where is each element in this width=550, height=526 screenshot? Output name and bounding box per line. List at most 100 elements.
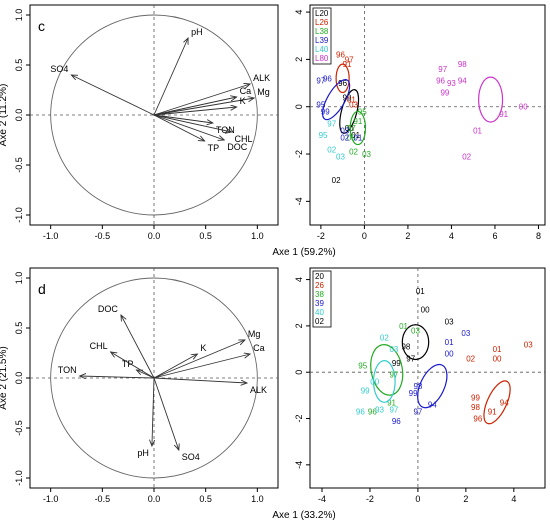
panel-c-circle-xtick-label: -0.5 bbox=[95, 231, 111, 241]
panel-d-circle-vector-label-ton: TON bbox=[58, 365, 77, 375]
panel-c-scores-point-l38: 91 bbox=[353, 117, 362, 126]
panel-d-scores-point-20: 97 bbox=[406, 354, 415, 363]
panel-c-circle-panel-letter: c bbox=[38, 18, 45, 34]
panel-d-scores-legend-entry-39: 39 bbox=[315, 299, 324, 308]
panel-d-circle-vector-ph bbox=[152, 377, 154, 446]
panel-c-circle-vector-label-k: K bbox=[240, 96, 246, 106]
panel-c-circle-vector-label-alk: ALK bbox=[253, 73, 270, 83]
panel-d-circle-ytick-label: -1.0 bbox=[14, 470, 24, 486]
panel-c-scores-legend-entry-l39: L39 bbox=[315, 36, 329, 45]
panel-d-scores-point-26: 91 bbox=[488, 408, 497, 417]
panel-c-circle-vector-label-tp: TP bbox=[208, 143, 220, 153]
panel-c-circle-vector-so4 bbox=[71, 75, 155, 116]
panel-d-circle-vector-ton bbox=[80, 376, 155, 378]
panel-c-scores-point-l80: 01 bbox=[473, 126, 482, 135]
panel-c-scores-point-l38: 95 bbox=[358, 107, 367, 116]
panel-d-circle-xtick-label: 0.0 bbox=[148, 494, 161, 504]
panel-c-circle-xtick-label: -1.0 bbox=[43, 231, 59, 241]
panel-d-circle-vector-k bbox=[153, 354, 197, 379]
panel-d-circle-vector-label-doc: DOC bbox=[98, 304, 119, 314]
panel-d-circle-ytick-label: -0.5 bbox=[14, 420, 24, 436]
panel-c-scores-point-l80: 02 bbox=[462, 152, 471, 161]
panel-c-circle-xtick-label: 1.0 bbox=[251, 231, 264, 241]
panel-c-scores-ytick-label: -4 bbox=[294, 197, 304, 205]
panel-d-circle-vector-label-ph: pH bbox=[137, 448, 149, 458]
panel-d-scores-legend-entry-38: 38 bbox=[315, 290, 324, 299]
panel-c-circle-ytick-label: 1.0 bbox=[14, 9, 24, 22]
panel-c-scores-point-l39: 02 bbox=[340, 133, 349, 142]
panel-c-scores-point-l39: 01 bbox=[353, 133, 362, 142]
panel-d-circle-vector-label-mg: Mg bbox=[248, 329, 261, 339]
panel-d-scores-ytick-label: -4 bbox=[294, 461, 304, 469]
panel-d-scores-point-39: 99 bbox=[409, 389, 418, 398]
panel-c-scores-point-l80: 00 bbox=[519, 103, 528, 112]
panel-c-circle-vector-ca bbox=[153, 97, 237, 116]
panel-c-circle-ylabel: Axe 2 (11.2%) bbox=[0, 84, 9, 147]
panel-c-scores-point-l80: 97 bbox=[438, 65, 447, 74]
panel-c-scores-point-l39: 97 bbox=[316, 77, 325, 86]
panel-d-scores-point-20: 00 bbox=[421, 306, 430, 315]
panel-c-scores-point-l39: 96 bbox=[323, 74, 332, 83]
panel-d-scores-point-38: 91 bbox=[387, 398, 396, 407]
panel-d-scores-ellipse-38 bbox=[370, 344, 404, 396]
panel-c-scores-point-l26: 01 bbox=[347, 96, 356, 105]
panel-c-scores-point-l20: 96 bbox=[338, 79, 347, 88]
panel-d-scores-xtick-label: -2 bbox=[366, 494, 374, 504]
panel-d-scores-point-39: 03 bbox=[461, 329, 470, 338]
panel-c-scores-ytick-label: 4 bbox=[294, 10, 304, 15]
panel-d-scores-point-40: 97 bbox=[389, 405, 398, 414]
panel-d-scores-ytick-label: 4 bbox=[294, 277, 304, 282]
panel-d-circle-vector-label-chl: CHL bbox=[90, 341, 108, 351]
panel-c-scores-point-l80: 93 bbox=[447, 79, 456, 88]
panel-c-circle-vector-ph bbox=[153, 38, 188, 116]
panel-c-scores-ellipse-l26 bbox=[335, 63, 350, 94]
panel-c-scores-point-l80: 91 bbox=[499, 110, 508, 119]
panel-d-scores-ytick-label: 2 bbox=[294, 323, 304, 328]
panel-d-circle-vector-label-tp: TP bbox=[122, 359, 134, 369]
panel-c-scores-point-l80: 99 bbox=[440, 89, 449, 98]
panel-c-scores-point-l40: 03 bbox=[336, 152, 345, 161]
panel-d-scores-point-39: 96 bbox=[392, 417, 401, 426]
panel-d-scores-point-26: 02 bbox=[466, 354, 475, 363]
panel-d-scores-point-39: 98 bbox=[413, 382, 422, 391]
panel-c-circle-vector-k bbox=[153, 107, 237, 116]
panel-d-circle-vector-label-ca: Ca bbox=[253, 343, 265, 353]
panel-d-scores-point-38: 95 bbox=[358, 361, 367, 370]
panel-d-scores-point-20: 99 bbox=[392, 359, 401, 368]
panel-c-scores-legend-box bbox=[312, 7, 332, 65]
panel-d-scores-point-26: 98 bbox=[471, 403, 480, 412]
panel-d-scores-point-26: 96 bbox=[473, 415, 482, 424]
panel-c-circle-vector-tp bbox=[153, 114, 205, 141]
panel-d-circle-vector-alk bbox=[153, 377, 247, 383]
panel-d-circle-xtick-label: -0.5 bbox=[95, 494, 111, 504]
panel-d-scores-point-26: 94 bbox=[500, 398, 509, 407]
panel-c-scores-ytick-label: 2 bbox=[294, 57, 304, 62]
panel-d-circle-vector-label-so4: SO4 bbox=[182, 452, 200, 462]
panel-c-scores-xtick-label: 4 bbox=[449, 231, 454, 241]
panel-c-circle-xlabel: Axe 1 (59.2%) bbox=[272, 247, 335, 258]
panel-d-scores-xtick-label: 0 bbox=[415, 494, 420, 504]
panel-c-circle-vector-label-mg: Mg bbox=[257, 87, 270, 97]
panel-c-circle-vector-label-so4: SO4 bbox=[50, 64, 68, 74]
panel-c-scores-point-l38: 03 bbox=[362, 150, 371, 159]
panel-c-scores-point-l26: 97 bbox=[345, 55, 354, 64]
panel-d-scores-ellipse-20 bbox=[401, 324, 430, 361]
panel-c-scores-point-l38: 97 bbox=[347, 124, 356, 133]
panel-d-scores-point-39: 94 bbox=[428, 401, 437, 410]
panel-d-scores-point-20: 98 bbox=[401, 343, 410, 352]
panel-d-circle-vector-so4 bbox=[153, 377, 179, 450]
panel-c-scores-xtick-label: 2 bbox=[405, 231, 410, 241]
panel-c-scores-point-l39: 03 bbox=[340, 126, 349, 135]
panel-d-scores-point-20: 01 bbox=[416, 287, 425, 296]
panel-c-scores-point-l39: 95 bbox=[316, 100, 325, 109]
panel-c-scores-point-l39: 99 bbox=[321, 107, 330, 116]
panel-d-scores-xtick-label: 2 bbox=[463, 494, 468, 504]
panel-c-scores-point-l80: 98 bbox=[458, 60, 467, 69]
panel-d-scores-legend-entry-26: 26 bbox=[315, 281, 324, 290]
panel-c-scores-legend-entry-l26: L26 bbox=[315, 18, 329, 27]
panel-d-scores-legend-entry-40: 40 bbox=[315, 308, 324, 317]
panel-c-scores-ellipse-l38 bbox=[349, 110, 367, 146]
panel-c-scores-legend-entry-l40: L40 bbox=[315, 45, 329, 54]
panel-c-circle-vector-label-chl: CHL bbox=[235, 134, 253, 144]
